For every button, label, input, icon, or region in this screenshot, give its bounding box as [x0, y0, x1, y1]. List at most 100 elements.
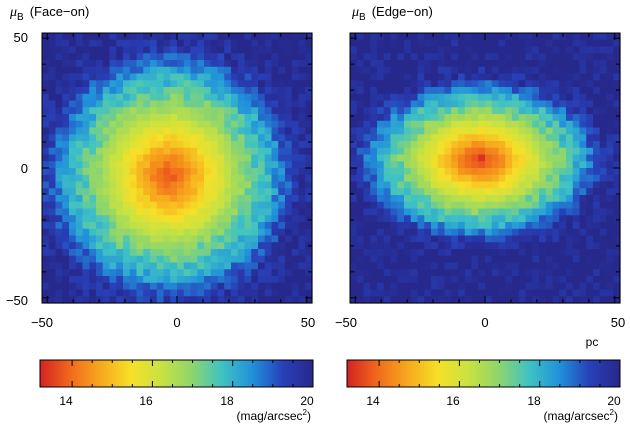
heatmap-cell — [593, 87, 601, 95]
heatmap-cell — [48, 208, 57, 216]
heatmap-cell — [471, 73, 479, 81]
heatmap-cell — [237, 249, 246, 257]
heatmap-cell — [471, 161, 479, 169]
heatmap-cell — [109, 188, 117, 196]
heatmap-cell — [417, 147, 425, 156]
heatmap-cell — [217, 66, 225, 75]
heatmap-cell — [116, 228, 124, 237]
heatmap-cell — [491, 235, 500, 243]
heatmap-cell — [285, 242, 293, 250]
heatmap-cell — [305, 249, 313, 257]
heatmap-cell — [464, 262, 473, 270]
heatmap-cell — [123, 188, 131, 196]
heatmap-cell — [471, 208, 479, 216]
heatmap-cell — [116, 154, 124, 162]
heatmap-cell — [417, 53, 425, 61]
heatmap-cell — [156, 161, 165, 169]
heatmap-cell — [305, 147, 313, 156]
heatmap-cell — [291, 215, 300, 223]
heatmap-cell — [285, 93, 293, 102]
heatmap-cell — [102, 249, 111, 257]
heatmap-cell — [478, 141, 486, 149]
heatmap-cell — [566, 195, 574, 203]
heatmap-cell — [390, 93, 398, 102]
heatmap-cell — [89, 269, 97, 277]
heatmap-cell — [285, 33, 293, 41]
heatmap-cell — [444, 195, 452, 203]
heatmap-cell — [545, 296, 554, 304]
heatmap-cell — [491, 269, 500, 277]
heatmap-cell — [545, 242, 554, 250]
heatmap-cell — [251, 114, 259, 122]
heatmap-cell — [224, 255, 232, 264]
heatmap-cell — [237, 73, 246, 81]
heatmap-cell — [458, 107, 466, 115]
heatmap-cell — [383, 255, 392, 264]
heatmap-cell — [96, 120, 104, 129]
heatmap-cell — [518, 255, 527, 264]
heatmap-cell — [204, 235, 212, 243]
heatmap-cell — [377, 161, 385, 169]
heatmap-cell — [42, 188, 50, 196]
heatmap-cell — [177, 114, 185, 122]
heatmap-cell — [390, 174, 398, 183]
heatmap-cell — [370, 188, 378, 196]
heatmap-cell — [485, 235, 493, 243]
heatmap-cell — [143, 282, 151, 291]
heatmap-cell — [437, 100, 446, 108]
heatmap-cell — [96, 93, 104, 102]
heatmap-cell — [431, 255, 439, 264]
heatmap-cell — [397, 168, 405, 176]
heatmap-cell — [478, 100, 486, 108]
heatmap-cell — [539, 255, 547, 264]
heatmap-cell — [237, 276, 246, 284]
heatmap-cell — [143, 296, 151, 304]
heatmap-cell — [356, 120, 365, 129]
heatmap-cell — [356, 174, 365, 183]
heatmap-cell — [197, 73, 205, 81]
heatmap-cell — [150, 73, 158, 81]
heatmap-cell — [291, 249, 300, 257]
heatmap-cell — [572, 181, 581, 189]
heatmap-cell — [525, 141, 533, 149]
heatmap-cell — [109, 161, 117, 169]
heatmap-cell — [559, 87, 567, 95]
heatmap-cell — [613, 168, 621, 176]
heatmap-cell — [75, 46, 84, 54]
heatmap-cell — [163, 161, 171, 169]
heatmap-cell — [356, 134, 365, 142]
heatmap-cell — [498, 107, 506, 115]
heatmap-cell — [291, 296, 300, 304]
heatmap-cell — [62, 228, 70, 237]
heatmap-cell — [62, 168, 70, 176]
heatmap-cell — [471, 127, 479, 135]
heatmap-cell — [305, 39, 313, 48]
heatmap-cell — [123, 60, 131, 68]
heatmap-cell — [109, 134, 117, 142]
heatmap-cell — [285, 39, 293, 48]
heatmap-cell — [485, 262, 493, 270]
heatmap-cell — [383, 195, 392, 203]
heatmap-cell — [96, 154, 104, 162]
heatmap-cell — [278, 114, 286, 122]
heatmap-cell — [89, 134, 97, 142]
heatmap-cell — [552, 53, 560, 61]
heatmap-cell — [251, 39, 259, 48]
heatmap-cell — [62, 33, 70, 41]
heatmap-cell — [48, 222, 57, 230]
heatmap-cell — [505, 228, 513, 237]
heatmap-cell — [424, 249, 432, 257]
heatmap-cell — [244, 228, 252, 237]
heatmap-cell — [42, 276, 50, 284]
heatmap-cell — [606, 208, 614, 216]
heatmap-cell — [552, 127, 560, 135]
heatmap-cell — [129, 195, 138, 203]
heatmap-cell — [96, 87, 104, 95]
heatmap-cell — [606, 161, 614, 169]
heatmap-cell — [62, 235, 70, 243]
heatmap-cell — [177, 276, 185, 284]
heatmap-cell — [431, 80, 439, 88]
heatmap-cell — [278, 100, 286, 108]
heatmap-cell — [109, 282, 117, 291]
heatmap-cell — [82, 269, 90, 277]
